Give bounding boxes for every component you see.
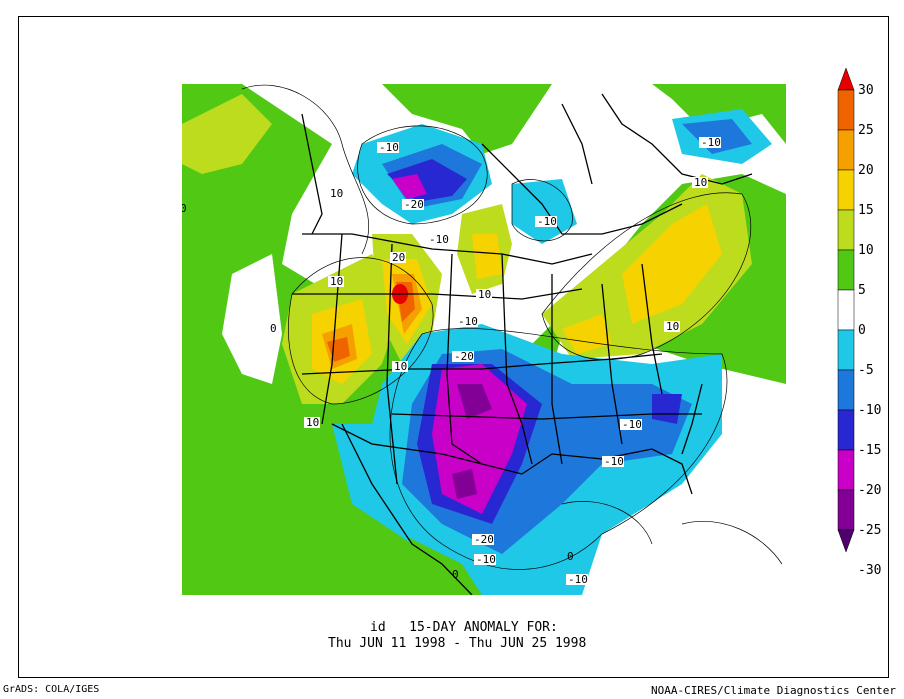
legend-tick-label: -25 — [858, 523, 881, 538]
legend-swatch — [837, 369, 855, 411]
cold-extreme — [452, 384, 492, 499]
legend-arrow-top — [837, 68, 855, 91]
boundaries — [292, 93, 753, 595]
footer-credit-left: GrADS: COLA/IGES — [3, 684, 100, 695]
legend-swatch — [837, 169, 855, 211]
legend-swatch — [837, 249, 855, 291]
contour-label: 10 — [694, 176, 707, 189]
contour-label: 20 — [392, 251, 405, 264]
legend-tick-label: -15 — [858, 443, 881, 458]
legend-swatch — [837, 289, 855, 331]
legend-tick-label: 15 — [858, 203, 874, 218]
contour-label: 10 — [306, 416, 319, 429]
contour-label: 10 — [330, 275, 343, 288]
contour-label: 10 — [666, 320, 679, 333]
legend-tick-label: -30 — [858, 563, 881, 578]
legend-arrow-bottom — [837, 529, 855, 553]
legend-tick-label: -5 — [858, 363, 874, 378]
legend-swatch — [837, 489, 855, 531]
contour-label: -10 — [379, 141, 399, 154]
contour-label: 0 — [182, 202, 187, 215]
contour-label: -20 — [404, 198, 424, 211]
anomaly-map: -10 -20 -10 -10 -10 10 10 20 10 10 -10 -… — [182, 84, 786, 595]
legend-tick-label: 25 — [858, 123, 874, 138]
footer-credit-right: NOAA-CIRES/Climate Diagnostics Center — [650, 684, 896, 697]
contour-label: 0 — [270, 322, 277, 335]
contour-label: -10 — [622, 418, 642, 431]
legend-tick-label: 30 — [858, 83, 874, 98]
contour-label: 10 — [478, 288, 491, 301]
contour-label: -10 — [476, 553, 496, 566]
contour-label: -20 — [474, 533, 494, 546]
caption-line2: Thu JUN 11 1998 - Thu JUN 25 1998 — [328, 636, 587, 651]
contour-label: -10 — [568, 573, 588, 586]
legend-swatch — [837, 209, 855, 251]
contour-label: 0 — [452, 568, 459, 581]
legend-swatch — [837, 129, 855, 171]
contour-label: -10 — [458, 315, 478, 328]
contour-label: 10 — [394, 360, 407, 373]
legend-tick-label: -20 — [858, 483, 881, 498]
legend-swatch — [837, 449, 855, 491]
legend-swatch — [837, 329, 855, 371]
caption-line1: id 15-DAY ANOMALY FOR: — [370, 620, 558, 635]
legend-tick-label: 10 — [858, 243, 874, 258]
contour-label: -10 — [429, 233, 449, 246]
color-legend: 30 25 20 15 10 5 0 -5 -10 -15 -20 -25 -30 — [837, 68, 881, 578]
legend-tick-label: 5 — [858, 283, 866, 298]
plot-frame — [18, 16, 889, 678]
contour-label: -10 — [701, 136, 721, 149]
legend-tick-label: -10 — [858, 403, 881, 418]
legend-swatch — [837, 409, 855, 451]
contours — [241, 84, 783, 570]
legend-tick-label: 0 — [858, 323, 866, 338]
contour-label: -10 — [537, 215, 557, 228]
contour-label: 10 — [330, 187, 343, 200]
legend-swatch — [837, 89, 855, 131]
contour-label: -10 — [604, 455, 624, 468]
legend-tick-label: 20 — [858, 163, 874, 178]
contour-labels: -10 -20 -10 -10 -10 10 10 20 10 10 -10 -… — [182, 136, 721, 586]
contour-label: -20 — [454, 350, 474, 363]
contour-label: 0 — [567, 550, 574, 563]
